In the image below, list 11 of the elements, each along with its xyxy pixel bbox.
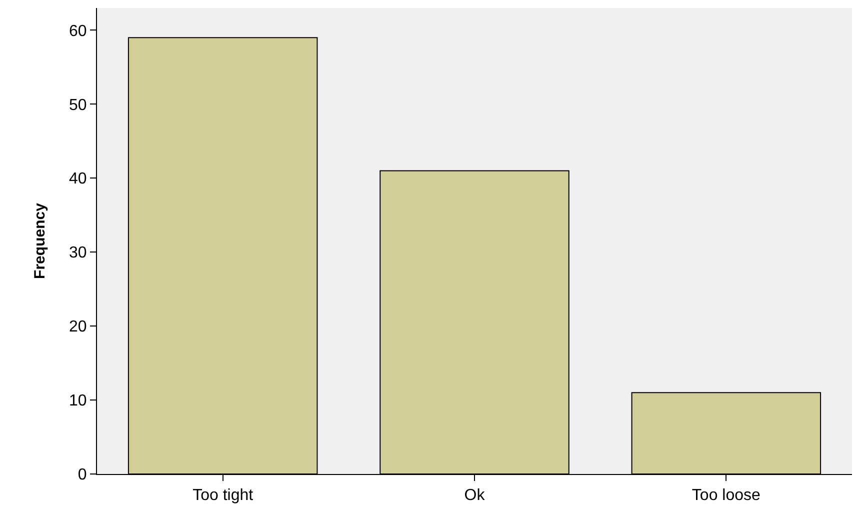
- y-tick-label: 50: [69, 96, 87, 114]
- y-tick-label: 10: [69, 392, 87, 410]
- y-tick-label: 0: [78, 466, 87, 484]
- y-tick-label: 60: [69, 22, 87, 40]
- x-tick-label: Ok: [464, 487, 486, 504]
- y-tick-label: 20: [69, 318, 87, 336]
- x-tick-label: Too tight: [192, 487, 254, 504]
- y-tick-label: 40: [69, 170, 87, 188]
- x-tick-label: Too loose: [692, 487, 761, 504]
- y-axis-title: Frequency: [31, 202, 48, 279]
- y-tick-label: 30: [69, 244, 87, 262]
